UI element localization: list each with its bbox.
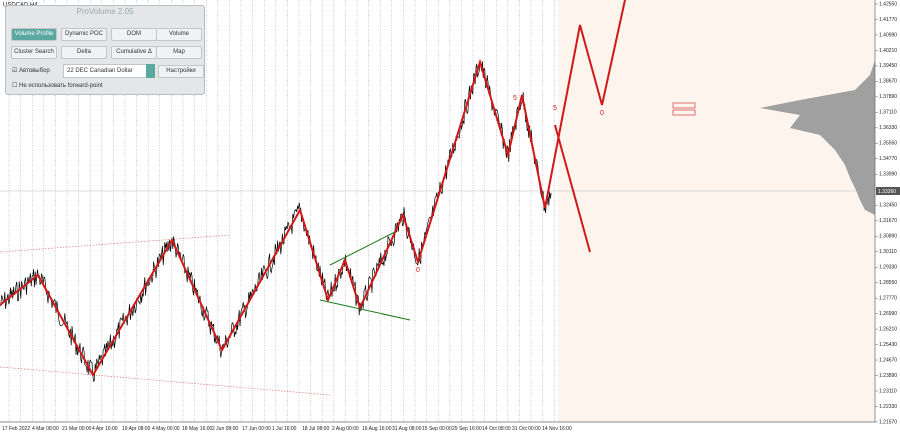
time-label: 31 Oct 00:00 [512,426,541,432]
wave-label: 5 [553,105,557,112]
time-label: 17 Jun 00:00 [242,426,271,432]
time-label: 31 Aug 08:00 [392,426,422,432]
price-label: 1.35550 [879,141,897,147]
time-label: 18 Jul 08:00 [302,426,329,432]
time-label: 1 Jul 16:00 [272,426,297,432]
wave-line [554,124,591,253]
price-label: 1.30890 [879,234,897,240]
volume-profile [760,60,875,215]
time-label: 16 Aug 16:00 [362,426,392,432]
checkbox[interactable]: ☑ Автовыбор [12,68,50,74]
button[interactable]: Volume [156,28,202,41]
price-label: 1.23890 [879,373,897,379]
time-label: 14 Nov 16:00 [542,426,572,432]
price-label: 1.41770 [879,17,897,23]
price-label: 1.27770 [879,295,897,301]
price-label: 1.26210 [879,326,897,332]
checkbox-label: Не использовать forward-point [19,83,103,89]
price-label: 1.21570 [879,419,897,425]
checkbox[interactable]: ☐ Не использовать forward-point [12,83,103,89]
level-box [672,109,696,116]
level-box [672,102,696,109]
wave-line [0,0,626,378]
price-line [0,61,552,383]
price-label: 1.31670 [879,218,897,224]
current-price: 1.33260 [878,189,896,195]
price-label: 1.34770 [879,156,897,162]
price-label: 1.25430 [879,342,897,348]
time-label: 15 Sep 00:00 [422,426,452,432]
panel-title: ProVolume 2.05 [76,7,134,16]
current-price-box [876,187,900,195]
price-label: 1.30110 [879,249,897,255]
time-label: 21 Mar 00:00 [62,426,92,432]
price-label: 1.38670 [879,79,897,85]
price-label: 1.37890 [879,94,897,100]
time-label: 4 Mar 08:00 [32,426,59,432]
button[interactable]: Map [156,46,202,59]
channel-line [0,234,231,253]
time-label: 29 Sep 16:00 [452,426,482,432]
triangle-line [329,231,396,266]
checkbox-label: Автовыбор [19,68,50,74]
channel-line [0,366,331,396]
button[interactable]: Cluster Search [11,46,57,59]
price-label: 1.42550 [879,1,897,7]
time-label: 2 Jun 08:00 [212,426,238,432]
price-label: 1.24670 [879,357,897,363]
time-label: 4 May 00:00 [152,426,180,432]
price-axis [875,0,900,435]
price-label: 1.40990 [879,32,897,38]
future-bg [558,0,875,422]
triangle-line [319,299,411,321]
time-label: 19 Apr 08:00 [122,426,151,432]
wave-label: 5 [513,95,517,102]
dropdown[interactable]: 22 DEC Canadian Dollar [63,64,152,78]
price-label: 1.29330 [879,264,897,270]
provolume-panel: ProVolume 2.05 Volume Profile Dynamic PO… [5,5,205,95]
button[interactable]: Delta [61,46,107,59]
button[interactable]: Настройки [158,65,204,78]
wave-label: 0 [416,267,420,274]
price-label: 1.33990 [879,172,897,178]
price-label: 1.37110 [879,110,897,116]
time-label: 4 Apr 16:00 [92,426,118,432]
button[interactable]: DOM [111,28,157,41]
button[interactable]: Volume Profile [11,28,57,41]
price-label: 1.26990 [879,311,897,317]
wave-label: 0 [600,110,604,117]
price-ticks: 1.42550 1.41770 1.40990 1.40210 1.39450 1.386… [875,1,897,425]
dropdown-arrow[interactable] [146,64,155,78]
time-label: 2 Aug 00:00 [332,426,359,432]
price-label: 1.22330 [879,404,897,410]
price-label: 1.32450 [879,203,897,209]
button[interactable]: Cumulative Δ [111,46,157,59]
button[interactable]: Dynamic POC [61,28,107,41]
time-label: 17 Feb 2022 [2,426,30,432]
price-label: 1.39450 [879,63,897,69]
time-label: 14 Oct 08:00 [482,426,511,432]
price-label: 1.28550 [879,280,897,286]
time-label: 18 May 16:00 [182,426,213,432]
price-label: 1.40210 [879,48,897,54]
price-label: 1.23110 [879,388,897,394]
time-ticks: 17 Feb 2022 4 Mar 08:00 21 Mar 00:00 4 Apr … [2,426,572,432]
price-label: 1.36330 [879,125,897,131]
